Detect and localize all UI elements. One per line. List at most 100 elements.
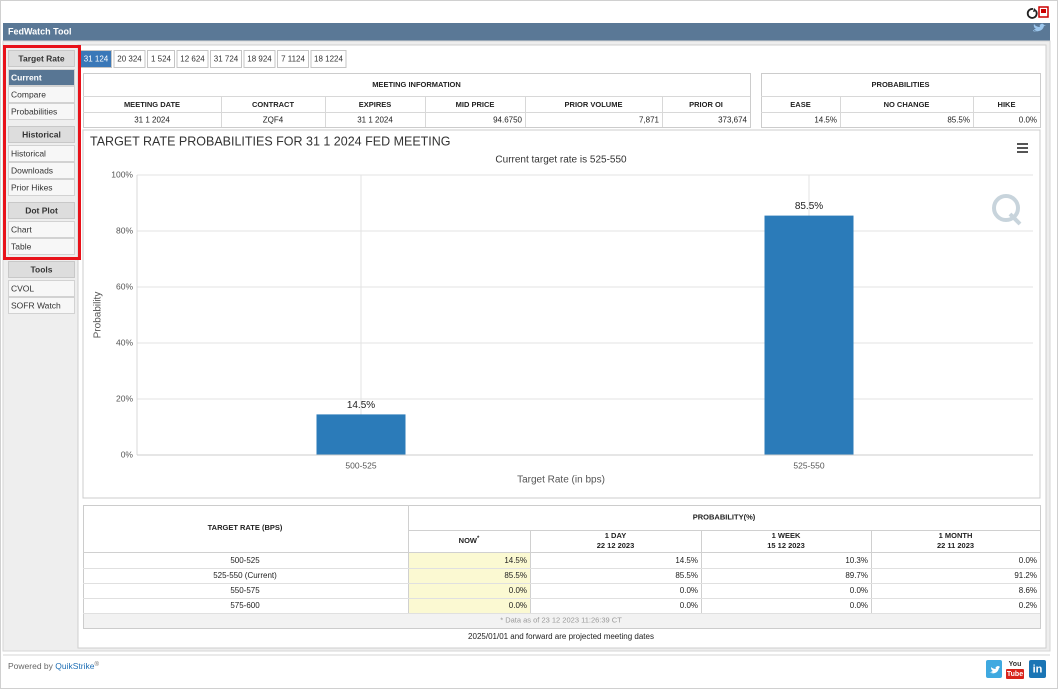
table-frame	[83, 73, 751, 128]
cell: 0.0%	[1019, 116, 1037, 125]
sidebar-item[interactable]: CVOL	[11, 283, 34, 293]
tab-label[interactable]: 31 724	[214, 55, 239, 64]
column-header: EXPIRES	[359, 100, 392, 109]
cell: 31 1 2024	[357, 116, 393, 125]
column-header: CONTRACT	[252, 100, 294, 109]
sidebar-item[interactable]: Chart	[11, 224, 32, 234]
cell: 14.5%	[814, 116, 837, 125]
cell: 85.5%	[947, 116, 970, 125]
tab-box[interactable]	[277, 50, 309, 68]
x-tick-label: 525-550	[793, 460, 824, 470]
tab-box[interactable]	[176, 50, 209, 68]
twitter-icon[interactable]	[1033, 23, 1046, 32]
y-tick-label: 20%	[116, 393, 133, 403]
twitter-bird	[989, 666, 1000, 674]
popout-inner	[1041, 9, 1046, 13]
column-header: PRIOR VOLUME	[565, 100, 623, 109]
sidebar-item[interactable]: Prior Hikes	[11, 182, 53, 192]
row-header: TARGET RATE (BPS)	[208, 523, 283, 532]
y-tick-label: 100%	[111, 169, 133, 179]
tab-label[interactable]: 20 324	[117, 55, 142, 64]
tab-label[interactable]: 18 1224	[314, 55, 343, 64]
cell: 0.0%	[850, 586, 868, 595]
refresh-arrow	[1033, 8, 1037, 12]
tabs: 31 124 20 324 1 524 12 624 31 724 18 924 7 112…	[80, 50, 347, 68]
cell: 0.0%	[680, 601, 698, 610]
sidebar-heading: Target Rate	[18, 53, 64, 63]
y-tick-label: 0%	[121, 449, 134, 459]
column-header: HIKE	[998, 100, 1016, 109]
sidebar-item-box[interactable]	[8, 162, 75, 179]
cell: 85.5%	[504, 571, 527, 580]
cell: 8.6%	[1019, 586, 1037, 595]
sidebar-item-box[interactable]	[8, 69, 75, 86]
tab-box[interactable]	[310, 50, 347, 68]
sidebar-heading: Tools	[30, 264, 52, 274]
sidebar-item[interactable]: Historical	[11, 148, 46, 158]
cell: 14.5%	[504, 556, 527, 565]
powered-by-label: Powered by	[8, 661, 54, 671]
sidebar-item-box[interactable]	[8, 145, 75, 162]
tab-label[interactable]: 31 124	[84, 55, 109, 64]
column-date: 22 12 2023	[597, 541, 635, 550]
sidebar-item[interactable]: Compare	[11, 89, 46, 99]
tab-label[interactable]: 7 1124	[281, 55, 305, 64]
sidebar-item[interactable]: SOFR Watch	[11, 300, 61, 310]
probabilities-table: PROBABILITIES EASE 14.5% NO CHANGE 85.5% HIKE…	[761, 73, 1041, 128]
table-title: PROBABILITIES	[872, 80, 930, 89]
y-tick-label: 40%	[116, 337, 133, 347]
youtube-button[interactable]	[1006, 669, 1024, 679]
now-cell-bg	[408, 568, 530, 583]
chart-title: TARGET RATE PROBABILITIES FOR 31 1 2024 …	[90, 134, 451, 148]
y-tick-label: 80%	[116, 225, 133, 235]
cell: 0.0%	[509, 586, 527, 595]
data-label: 85.5%	[795, 201, 823, 212]
sidebar-item-box[interactable]	[8, 179, 75, 196]
cell: 10.3%	[845, 556, 868, 565]
x-tick-label: 500-525	[345, 460, 376, 470]
x-axis-title: Target Rate (in bps)	[517, 475, 605, 486]
sidebar-item-box[interactable]	[8, 238, 75, 255]
sidebar-item[interactable]: Table	[11, 241, 32, 251]
sidebar-item-box[interactable]	[8, 103, 75, 120]
tab-box[interactable]	[210, 50, 242, 68]
watermark-logo	[992, 194, 1020, 222]
highlight-box	[3, 45, 81, 260]
cell: 0.0%	[680, 586, 698, 595]
now-cell-bg	[408, 553, 530, 568]
cell: 0.0%	[509, 601, 527, 610]
sidebar-item-box[interactable]	[8, 221, 75, 238]
watermark-tail	[1008, 212, 1022, 226]
tab-label[interactable]: 1 524	[151, 55, 172, 64]
tab-box[interactable]	[243, 50, 276, 68]
sidebar-item-box[interactable]	[8, 297, 75, 314]
tab-box[interactable]	[113, 50, 146, 68]
cell: 89.7%	[845, 571, 868, 580]
sidebar-heading: Historical	[22, 129, 61, 139]
column-header: NO CHANGE	[884, 100, 930, 109]
menu-button[interactable]	[1017, 143, 1028, 153]
y-tick-label: 60%	[116, 281, 133, 291]
table-title: MEETING INFORMATION	[372, 80, 461, 89]
tab-label[interactable]: 18 924	[247, 55, 272, 64]
sidebar-item[interactable]: Probabilities	[11, 106, 57, 116]
sidebar-heading-box	[8, 50, 75, 67]
sidebar-heading-box	[8, 202, 75, 219]
column-date: 15 12 2023	[767, 541, 805, 550]
refresh-icon[interactable]	[1026, 8, 1038, 19]
sidebar-item-box[interactable]	[8, 280, 75, 297]
linkedin-button[interactable]	[1029, 660, 1046, 678]
sidebar-item[interactable]: Current	[11, 72, 42, 82]
menu-line	[1017, 143, 1028, 145]
tab-label[interactable]: 12 624	[180, 55, 205, 64]
sidebar-item[interactable]: Downloads	[11, 165, 53, 175]
tab-box[interactable]	[147, 50, 175, 68]
brand-link[interactable]: QuikStrike	[55, 661, 94, 671]
meeting-info-table: MEETING INFORMATION MEETING DATE 31 1 2024…	[83, 73, 751, 128]
cell: 373,674	[718, 116, 747, 125]
header-bar	[3, 23, 1050, 41]
sidebar-item-box[interactable]	[8, 86, 75, 103]
column-header: NOW*	[459, 536, 480, 545]
app-title: FedWatch Tool	[8, 26, 72, 36]
